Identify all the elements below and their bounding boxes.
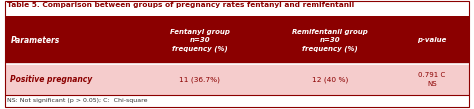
Text: Parameters: Parameters bbox=[10, 36, 60, 45]
Text: Positive pregnancy: Positive pregnancy bbox=[10, 75, 93, 84]
Text: 12 (40 %): 12 (40 %) bbox=[312, 76, 348, 83]
Text: 0.791 C
NS: 0.791 C NS bbox=[419, 72, 446, 87]
Text: NS: Not significant (p > 0.05); C:  Chi-square: NS: Not significant (p > 0.05); C: Chi-s… bbox=[7, 98, 147, 103]
Text: Remifentanil group
n=30
frequency (%): Remifentanil group n=30 frequency (%) bbox=[292, 29, 368, 52]
Text: Fentanyl group
n=30
frequency (%): Fentanyl group n=30 frequency (%) bbox=[170, 29, 230, 52]
FancyBboxPatch shape bbox=[5, 64, 469, 95]
Text: p-value: p-value bbox=[418, 37, 447, 43]
FancyBboxPatch shape bbox=[5, 16, 469, 64]
Text: 11 (36.7%): 11 (36.7%) bbox=[179, 76, 220, 83]
FancyBboxPatch shape bbox=[5, 95, 469, 107]
Text: Table 5. Comparison between groups of pregnancy rates fentanyl and remifentanil: Table 5. Comparison between groups of pr… bbox=[7, 2, 355, 8]
